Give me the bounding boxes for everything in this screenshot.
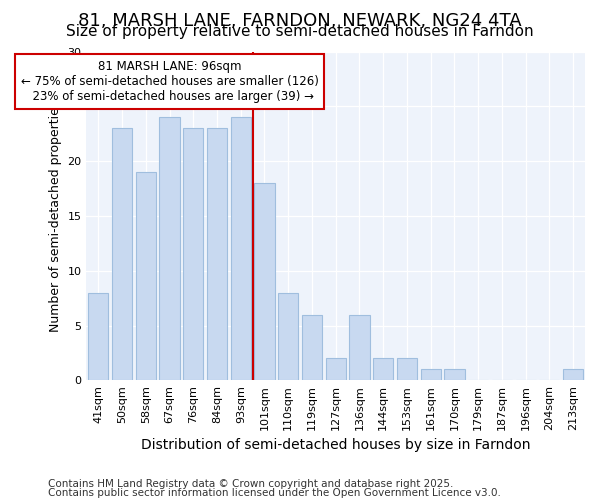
Title: 81, MARSH LANE, FARNDON, NEWARK, NG24 4TA
Size of property relative to semi-deta: 81, MARSH LANE, FARNDON, NEWARK, NG24 4T… [0, 499, 1, 500]
Bar [207, 128, 227, 380]
Bar [302, 314, 322, 380]
Bar [278, 292, 298, 380]
Bar [349, 314, 370, 380]
Bar [160, 118, 179, 380]
Bar [112, 128, 132, 380]
Bar [88, 292, 109, 380]
Bar [230, 118, 251, 380]
Bar [445, 370, 464, 380]
Bar [136, 172, 156, 380]
Bar [421, 370, 441, 380]
Bar [397, 358, 417, 380]
Bar [326, 358, 346, 380]
Bar [183, 128, 203, 380]
Y-axis label: Number of semi-detached properties: Number of semi-detached properties [49, 100, 62, 332]
Bar [563, 370, 583, 380]
Text: 81, MARSH LANE, FARNDON, NEWARK, NG24 4TA: 81, MARSH LANE, FARNDON, NEWARK, NG24 4T… [78, 12, 522, 30]
X-axis label: Distribution of semi-detached houses by size in Farndon: Distribution of semi-detached houses by … [141, 438, 530, 452]
Text: Contains HM Land Registry data © Crown copyright and database right 2025.: Contains HM Land Registry data © Crown c… [48, 479, 454, 489]
Bar [254, 183, 275, 380]
Text: Contains public sector information licensed under the Open Government Licence v3: Contains public sector information licen… [48, 488, 501, 498]
Text: 81 MARSH LANE: 96sqm
← 75% of semi-detached houses are smaller (126)
  23% of se: 81 MARSH LANE: 96sqm ← 75% of semi-detac… [20, 60, 319, 104]
Text: Size of property relative to semi-detached houses in Farndon: Size of property relative to semi-detach… [66, 24, 534, 39]
Bar [373, 358, 393, 380]
